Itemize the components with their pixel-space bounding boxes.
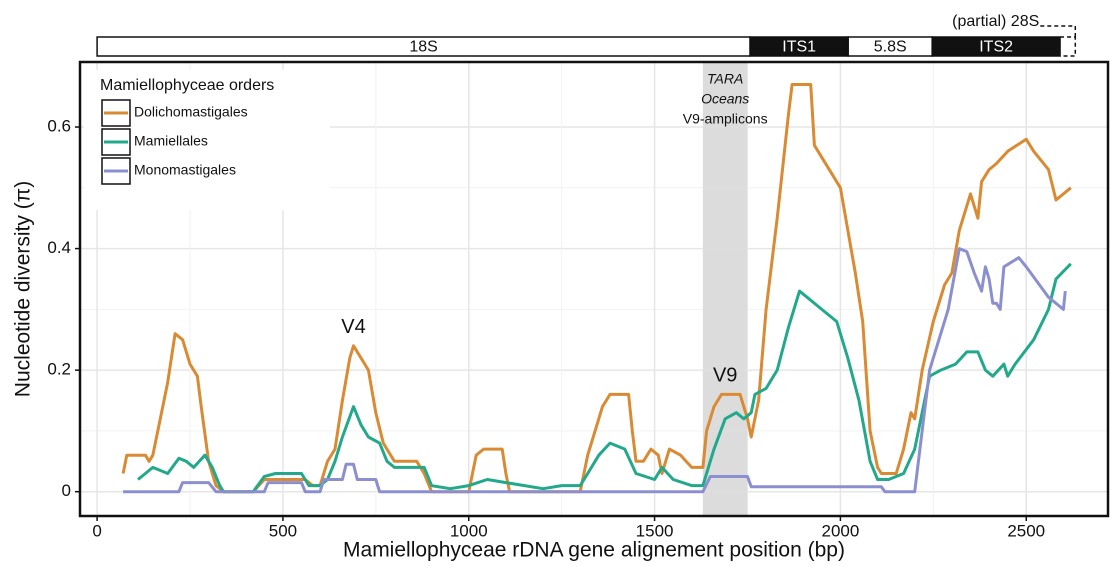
gene-label: 18S — [409, 39, 437, 56]
legend-label: Mamiellales — [134, 133, 208, 149]
highlight-label: TARA — [707, 71, 743, 87]
plot-frame — [78, 60, 1110, 518]
y-tick-label: 0.6 — [47, 117, 71, 136]
y-tick-label: 0.4 — [47, 238, 71, 257]
x-tick-label: 0 — [92, 521, 101, 540]
y-tick-label: 0 — [62, 481, 71, 500]
x-tick-label: 2000 — [821, 521, 859, 540]
series-line — [137, 262, 1072, 494]
annotation: V9 — [713, 364, 737, 386]
x-tick-label: 2500 — [1007, 521, 1045, 540]
legend-label: Dolichomastigales — [134, 104, 248, 120]
y-tick-label: 0.2 — [47, 360, 71, 379]
gene-label: (partial) 28S — [952, 13, 1039, 30]
gene-leader — [1040, 25, 1077, 37]
x-tick-label: 1000 — [450, 521, 488, 540]
gene-region — [931, 36, 1061, 57]
gene-region — [1060, 36, 1077, 57]
highlight-label: V9-amplicons — [683, 111, 768, 127]
series-line — [123, 247, 1067, 494]
annotation: V4 — [341, 316, 365, 338]
legend-label: Monomastigales — [134, 162, 236, 178]
y-axis-label: Nucleotide diversity (π) — [12, 181, 35, 397]
legend-title: Mamiellophyceae orders — [100, 77, 274, 94]
x-tick-label: 500 — [269, 521, 297, 540]
gene-label: ITS1 — [782, 39, 816, 56]
x-tick-label: 1500 — [636, 521, 674, 540]
highlight-band — [702, 62, 748, 516]
highlight-label: Oceans — [701, 91, 749, 107]
gene-label: 5.8S — [874, 39, 907, 56]
gene-label: ITS2 — [979, 39, 1013, 56]
x-axis-label: Mamiellophyceae rDNA gene alignement pos… — [343, 539, 845, 562]
